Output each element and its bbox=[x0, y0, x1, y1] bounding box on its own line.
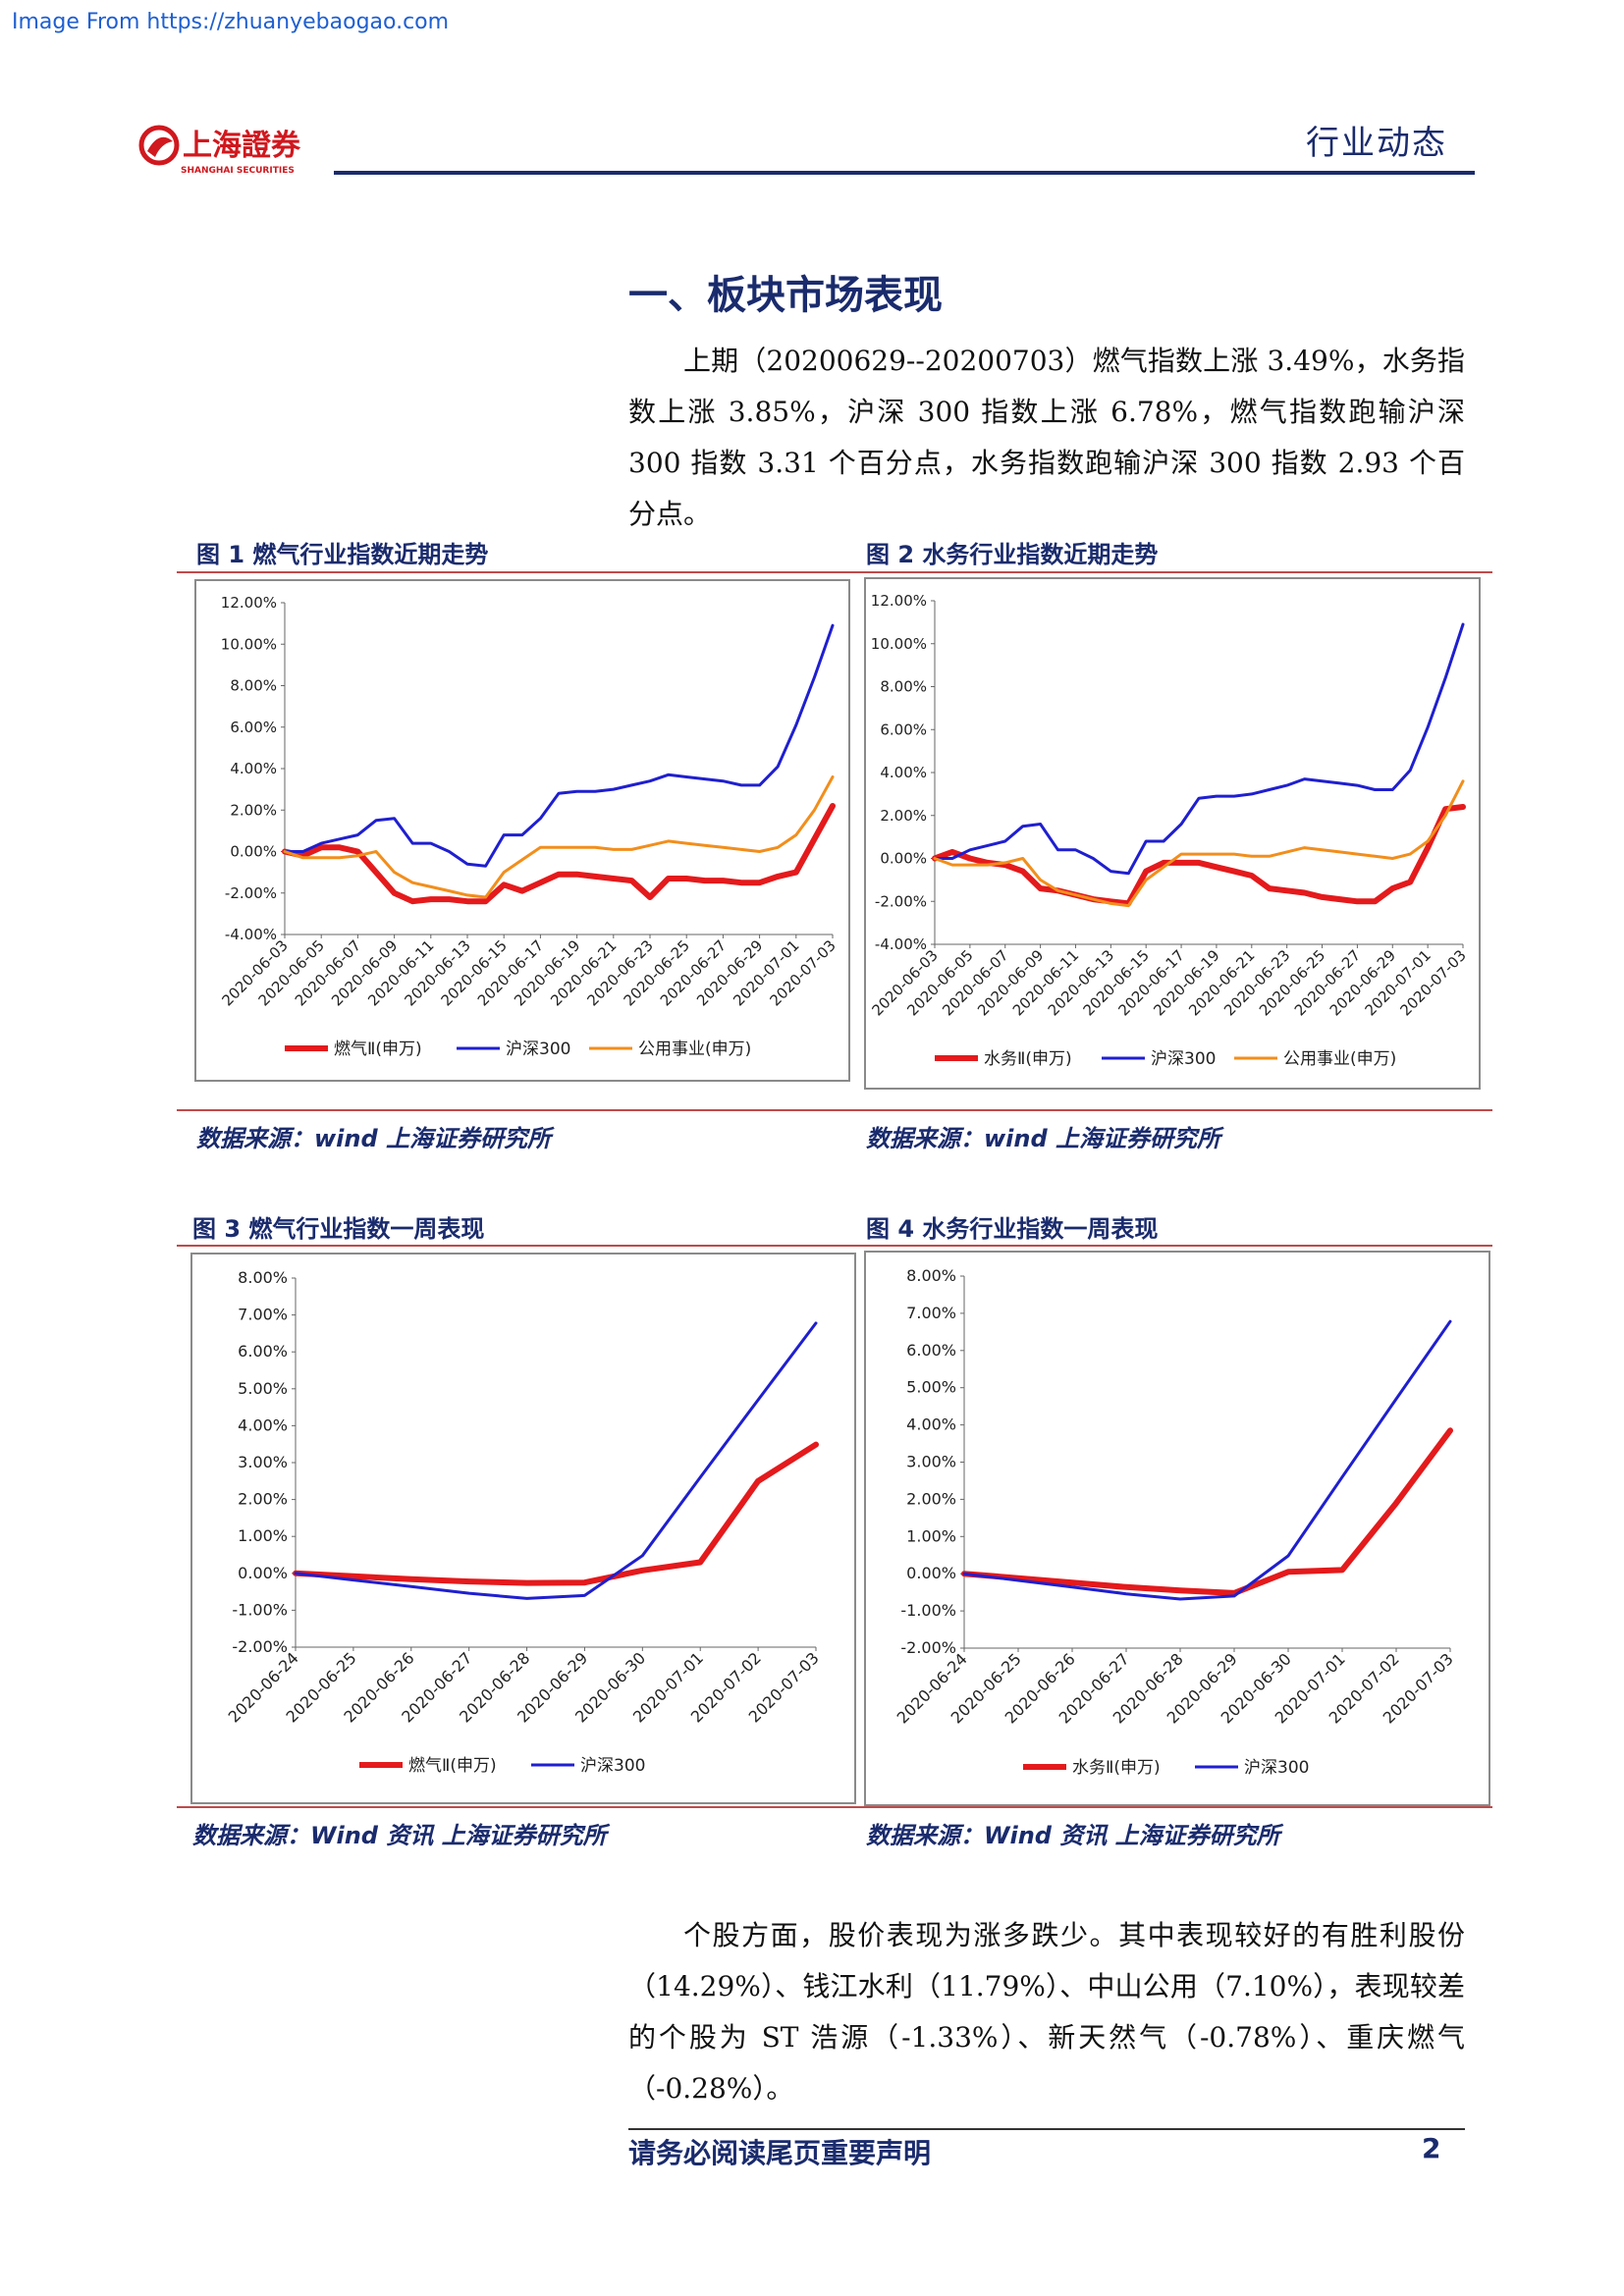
y-tick-label: 8.00% bbox=[880, 678, 927, 696]
y-tick-label: 12.00% bbox=[871, 592, 927, 610]
y-tick-label: 3.00% bbox=[906, 1453, 956, 1471]
y-tick-label: 1.00% bbox=[238, 1526, 288, 1545]
y-tick-label: -2.00% bbox=[225, 884, 277, 902]
y-tick-label: 8.00% bbox=[906, 1266, 956, 1285]
y-tick-label: 6.00% bbox=[230, 719, 277, 736]
y-tick-label: 2.00% bbox=[238, 1490, 288, 1509]
company-logo: 上海證券 SHANGHAI SECURITIES bbox=[137, 122, 334, 177]
figure-top-rule bbox=[177, 571, 1492, 573]
y-tick-label: 6.00% bbox=[906, 1341, 956, 1360]
y-tick-label: 8.00% bbox=[238, 1268, 288, 1287]
figure-bottom-rule bbox=[177, 1109, 1492, 1111]
y-tick-label: -1.00% bbox=[900, 1601, 956, 1620]
chart-box-1: -4.00% -2.00% 0.00% 2.00% 4.00% 6.00% 8.00% 10.… bbox=[194, 579, 850, 1082]
y-tick-label: 10.00% bbox=[221, 635, 277, 653]
section-title: 一、板块市场表现 bbox=[628, 273, 943, 318]
y-tick-label: 0.00% bbox=[880, 850, 927, 868]
fig3-source: 数据来源：Wind 资讯 上海证券研究所 bbox=[192, 1822, 607, 1849]
series-line-orange bbox=[283, 775, 835, 899]
chart-box-4: -2.00% -1.00% 0.00% 1.00% 2.00% 3.00% 4.00% 5.0… bbox=[864, 1251, 1490, 1806]
chart-fig3: -2.00% -1.00% 0.00% 1.00% 2.00% 3.00% 4.00% 5.0… bbox=[225, 1268, 823, 1776]
fig4-source: 数据来源：Wind 资讯 上海证券研究所 bbox=[866, 1822, 1280, 1849]
y-tick-label: 0.00% bbox=[906, 1564, 956, 1582]
y-tick-label: 4.00% bbox=[230, 760, 277, 777]
footer-rule bbox=[628, 2128, 1465, 2130]
y-tick-label: 12.00% bbox=[221, 594, 277, 612]
y-tick-label: 4.00% bbox=[880, 764, 927, 781]
y-tick-label: 0.00% bbox=[230, 843, 277, 861]
fig2-title: 图 2 水务行业指数近期走势 bbox=[866, 541, 1159, 568]
y-tick-label: -4.00% bbox=[225, 926, 277, 943]
y-tick-label: 2.00% bbox=[906, 1489, 956, 1508]
y-tick-label: 7.00% bbox=[238, 1306, 288, 1324]
header-rule bbox=[334, 171, 1475, 175]
legend-label: 沪深300 bbox=[580, 1756, 645, 1776]
legend-label: 公用事业(申万) bbox=[1283, 1049, 1396, 1069]
chart-fig2: -4.00% -2.00% 0.00% 2.00% 4.00% 6.00% 8.00% 10.… bbox=[868, 592, 1469, 1069]
watermark-text[interactable]: Image From https://zhuanyebaogao.com bbox=[12, 10, 450, 34]
page-number: 2 bbox=[1422, 2132, 1441, 2164]
legend-label: 水务Ⅱ(申万) bbox=[1072, 1758, 1161, 1778]
chart-box-3: -2.00% -1.00% 0.00% 1.00% 2.00% 3.00% 4.00% 5.0… bbox=[190, 1253, 856, 1804]
y-tick-label: 7.00% bbox=[906, 1304, 956, 1322]
series-line-blue bbox=[283, 623, 835, 868]
fig3-title: 图 3 燃气行业指数一周表现 bbox=[192, 1215, 485, 1243]
legend-label: 沪深300 bbox=[1151, 1049, 1216, 1069]
paragraph-intro: 上期（20200629--20200703）燃气指数上涨 3.49%，水务指数上… bbox=[628, 345, 1465, 530]
legend-label: 水务Ⅱ(申万) bbox=[984, 1049, 1072, 1069]
y-tick-label: 3.00% bbox=[238, 1453, 288, 1471]
footer-disclaimer: 请务必阅读尾页重要声明 bbox=[628, 2137, 932, 2169]
y-tick-label: 4.00% bbox=[238, 1415, 288, 1434]
series-line-blue bbox=[933, 622, 1465, 876]
header-tag: 行业动态 bbox=[1306, 124, 1447, 163]
series-line-red bbox=[282, 803, 836, 905]
y-tick-label: 6.00% bbox=[238, 1342, 288, 1361]
series-line-red bbox=[961, 1427, 1453, 1596]
series-line-red bbox=[293, 1441, 819, 1586]
logo-en-text: SHANGHAI SECURITIES bbox=[181, 166, 295, 176]
y-tick-label: -2.00% bbox=[875, 892, 927, 910]
y-tick-label: -1.00% bbox=[232, 1600, 288, 1619]
y-tick-label: -2.00% bbox=[900, 1638, 956, 1657]
y-tick-label: -4.00% bbox=[875, 935, 927, 953]
chart-fig4: -2.00% -1.00% 0.00% 1.00% 2.00% 3.00% 4.00% 5.0… bbox=[893, 1266, 1457, 1778]
figure-top-rule-2 bbox=[177, 1245, 1492, 1247]
figure-bottom-rule-2 bbox=[177, 1806, 1492, 1808]
paragraph-stocks: 个股方面，股价表现为涨多跌少。其中表现较好的有胜利股份（14.29%）、钱江水利… bbox=[628, 1919, 1465, 2105]
y-tick-label: 6.00% bbox=[880, 721, 927, 738]
y-tick-label: 8.00% bbox=[230, 677, 277, 695]
y-tick-label: 10.00% bbox=[871, 635, 927, 653]
series-line-blue bbox=[962, 1319, 1452, 1601]
fig2-source: 数据来源：wind 上海证券研究所 bbox=[866, 1125, 1221, 1152]
chart-box-2: -4.00% -2.00% 0.00% 2.00% 4.00% 6.00% 8.00% 10.… bbox=[864, 577, 1481, 1090]
fig1-title: 图 1 燃气行业指数近期走势 bbox=[196, 541, 489, 568]
legend-label: 燃气Ⅱ(申万) bbox=[334, 1040, 422, 1059]
legend-label: 燃气Ⅱ(申万) bbox=[408, 1756, 497, 1776]
y-tick-label: 0.00% bbox=[238, 1564, 288, 1582]
y-tick-label: 4.00% bbox=[906, 1415, 956, 1434]
y-tick-label: 5.00% bbox=[238, 1379, 288, 1398]
legend-label: 沪深300 bbox=[506, 1040, 570, 1059]
y-tick-label: 2.00% bbox=[880, 807, 927, 825]
y-tick-label: 1.00% bbox=[906, 1526, 956, 1545]
y-tick-label: 2.00% bbox=[230, 801, 277, 819]
y-tick-label: 5.00% bbox=[906, 1378, 956, 1397]
legend-label: 公用事业(申万) bbox=[638, 1040, 751, 1059]
fig1-source: 数据来源：wind 上海证券研究所 bbox=[196, 1125, 552, 1152]
series-line-orange bbox=[933, 779, 1465, 908]
logo-cn-text: 上海證券 bbox=[183, 129, 301, 163]
fig4-title: 图 4 水务行业指数一周表现 bbox=[866, 1215, 1159, 1243]
series-line-red bbox=[932, 804, 1466, 907]
legend-label: 沪深300 bbox=[1244, 1758, 1309, 1778]
chart-fig1: -4.00% -2.00% 0.00% 2.00% 4.00% 6.00% 8.00% 10.… bbox=[218, 594, 839, 1059]
series-line-blue bbox=[294, 1321, 818, 1600]
y-tick-label: -2.00% bbox=[232, 1637, 288, 1656]
